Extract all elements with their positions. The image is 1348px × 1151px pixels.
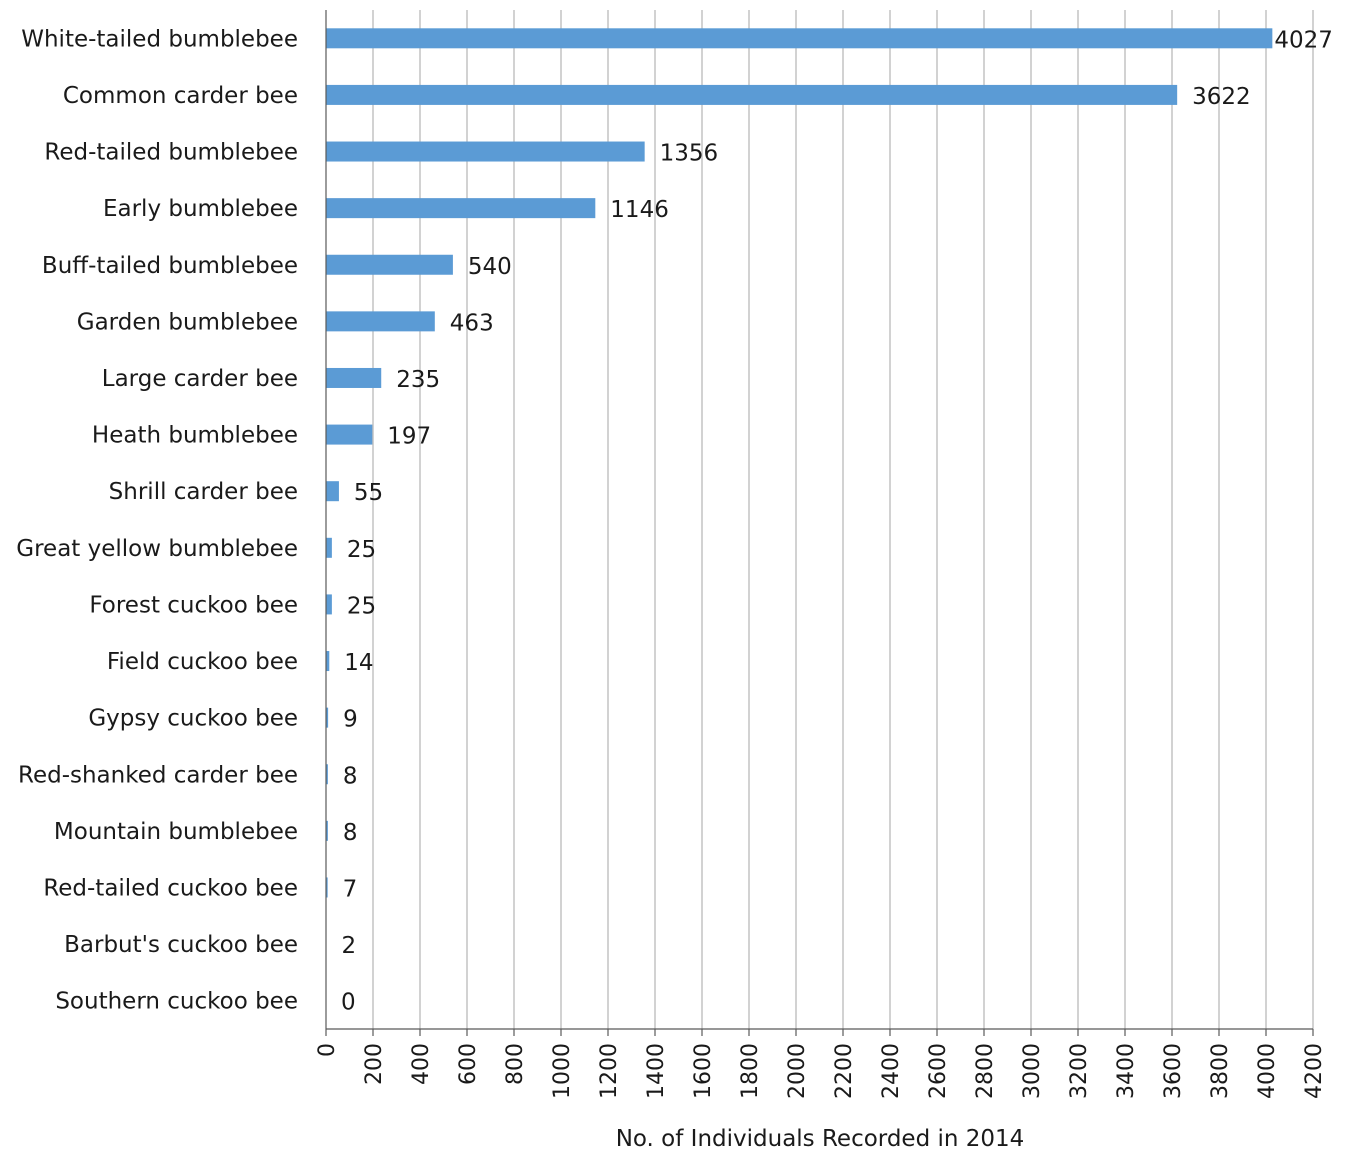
data-label: 8 — [343, 820, 358, 846]
data-label: 235 — [396, 367, 440, 393]
x-tick-label: 1800 — [738, 1043, 763, 1099]
x-tick-label: 600 — [456, 1043, 481, 1085]
bar — [326, 651, 330, 672]
x-tick-label: 3200 — [1067, 1043, 1092, 1099]
bar — [326, 877, 328, 898]
data-label: 3622 — [1192, 84, 1251, 110]
x-tick-label: 800 — [503, 1043, 528, 1085]
bar — [326, 141, 645, 162]
x-axis-title: No. of Individuals Recorded in 2014 — [616, 1126, 1025, 1151]
bar — [326, 367, 382, 388]
x-tick-label: 200 — [362, 1043, 387, 1085]
bar — [326, 28, 1273, 49]
category-label: Large carder bee — [102, 366, 298, 392]
x-tick-label: 3000 — [1020, 1043, 1045, 1099]
data-label: 55 — [354, 480, 383, 506]
bar — [326, 254, 453, 275]
category-label: Forest cuckoo bee — [89, 592, 298, 618]
x-tick-label: 4200 — [1302, 1043, 1327, 1099]
bar — [326, 424, 373, 445]
category-label: Heath bumblebee — [92, 423, 298, 449]
x-tick-label: 400 — [409, 1043, 434, 1085]
category-label: Field cuckoo bee — [107, 649, 298, 675]
x-tick-label: 1000 — [550, 1043, 575, 1099]
x-tick-label: 4000 — [1255, 1043, 1280, 1099]
bar — [326, 764, 328, 785]
data-label: 463 — [450, 310, 494, 336]
data-label: 14 — [344, 650, 373, 676]
bar — [326, 84, 1178, 105]
labels: 0 200 400 600 800 1000 1200 1400 1600 1800 2000 220… — [16, 26, 1333, 1099]
category-label: White-tailed bumblebee — [21, 26, 298, 52]
bar — [326, 311, 435, 332]
category-label: Red-shanked carder bee — [18, 762, 298, 788]
data-label: 540 — [468, 254, 512, 280]
category-label: Shrill carder bee — [109, 479, 298, 505]
category-label: Great yellow bumblebee — [16, 536, 298, 562]
x-tick-label: 1400 — [644, 1043, 669, 1099]
data-label: 25 — [347, 537, 376, 563]
category-label: Buff-tailed bumblebee — [42, 253, 298, 279]
data-label: 8 — [343, 763, 358, 789]
bar — [326, 198, 596, 219]
data-label: 25 — [347, 593, 376, 619]
bar — [326, 707, 329, 728]
data-label: 0 — [341, 990, 356, 1016]
gridlines — [372, 10, 1314, 1029]
category-label: Red-tailed bumblebee — [44, 140, 298, 166]
bar — [326, 820, 328, 841]
x-tick-label: 2200 — [832, 1043, 857, 1099]
category-label: Red-tailed cuckoo bee — [43, 875, 298, 901]
x-tick-label: 1600 — [691, 1043, 716, 1099]
x-tick-label: 0 — [315, 1043, 340, 1057]
category-label: Barbut's cuckoo bee — [64, 932, 298, 958]
data-label: 1146 — [610, 197, 669, 223]
x-tick-label: 3400 — [1114, 1043, 1139, 1099]
x-tick-label: 3600 — [1161, 1043, 1186, 1099]
category-label: Southern cuckoo bee — [55, 989, 298, 1015]
data-label: 2 — [341, 933, 356, 959]
category-label: Early bumblebee — [103, 196, 298, 222]
data-label: 1356 — [660, 141, 719, 167]
data-label: 4027 — [1274, 27, 1333, 53]
axes — [325, 10, 1314, 1036]
x-tick-label: 2600 — [926, 1043, 951, 1099]
data-label: 9 — [343, 707, 358, 733]
category-label: Gypsy cuckoo bee — [88, 706, 298, 732]
x-tick-label: 2800 — [973, 1043, 998, 1099]
data-label: 7 — [343, 876, 358, 902]
category-label: Garden bumblebee — [77, 309, 298, 335]
bars — [326, 28, 1273, 955]
bar — [326, 537, 332, 558]
x-tick-label: 2000 — [785, 1043, 810, 1099]
category-label: Mountain bumblebee — [54, 819, 298, 845]
x-tick-label: 1200 — [597, 1043, 622, 1099]
bar — [326, 594, 332, 615]
x-tick-label: 3800 — [1208, 1043, 1233, 1099]
x-tick-label: 2400 — [879, 1043, 904, 1099]
data-label: 197 — [387, 424, 431, 450]
category-label: Common carder bee — [63, 83, 298, 109]
bar — [326, 481, 339, 502]
